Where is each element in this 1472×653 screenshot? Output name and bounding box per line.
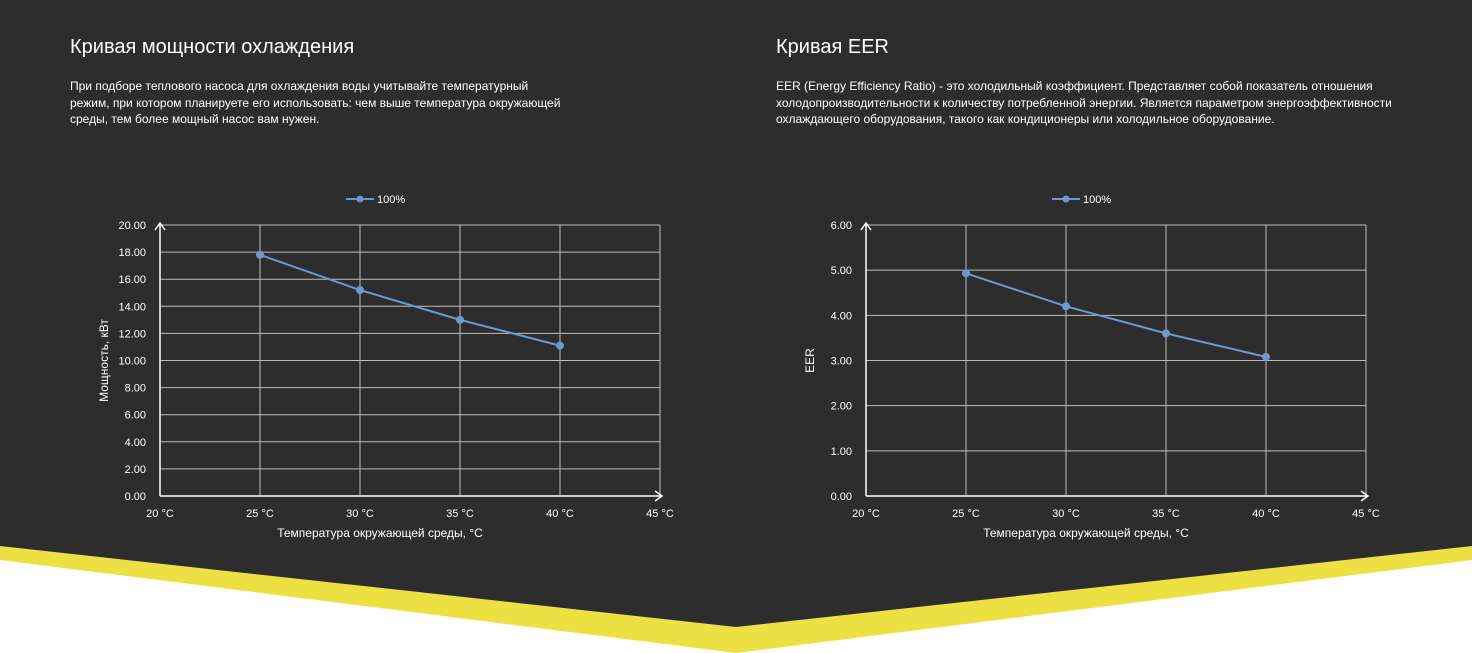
y-tick-label: 5.00 <box>831 265 852 277</box>
x-tick-label: 45 °C <box>1352 508 1380 520</box>
y-tick-label: 14.00 <box>118 301 146 313</box>
y-tick-label: 2.00 <box>125 464 146 476</box>
eer-chart: 0.00 1.00 2.00 3.00 4.00 5.00 6.00 20 °C 25 °C 30… <box>803 194 1380 540</box>
chart-legend: 100% <box>1052 194 1111 206</box>
legend-swatch-marker <box>1062 195 1070 203</box>
data-point <box>556 341 564 350</box>
data-point <box>1262 352 1270 361</box>
x-tick-label: 40 °C <box>546 508 574 520</box>
x-tick-label: 35 °C <box>446 508 474 520</box>
x-tick-label: 25 °C <box>246 508 274 520</box>
y-tick-label: 3.00 <box>831 356 852 368</box>
data-point <box>456 315 464 324</box>
data-point <box>962 269 970 278</box>
y-axis-arrow <box>860 221 872 231</box>
y-tick-label: 4.00 <box>125 437 146 449</box>
x-tick-label: 30 °C <box>346 508 374 520</box>
legend-swatch-marker <box>356 195 364 203</box>
y-tick-label: 1.00 <box>831 446 852 458</box>
y-tick-label: 18.00 <box>118 247 146 259</box>
y-tick-label: 2.00 <box>831 401 852 413</box>
cooling-power-description: При подборе теплового насоса для охлажде… <box>70 79 561 126</box>
data-point <box>1062 302 1070 311</box>
x-tick-label: 20 °C <box>146 508 174 520</box>
eer-title: Кривая EER <box>776 36 889 58</box>
y-tick-label: 20.00 <box>118 220 146 232</box>
y-tick-label: 12.00 <box>118 328 146 340</box>
y-tick-label: 10.00 <box>118 356 146 368</box>
y-axis-arrow <box>154 221 166 231</box>
y-tick-label: 16.00 <box>118 274 146 286</box>
x-tick-label: 35 °C <box>1152 508 1180 520</box>
legend-label: 100% <box>1083 194 1111 206</box>
y-tick-label: 6.00 <box>125 410 146 422</box>
cooling-power-title: Кривая мощности охлаждения <box>70 36 355 58</box>
y-tick-label: 8.00 <box>125 383 146 395</box>
eer-description: EER (Energy Efficiency Ratio) - это холо… <box>776 79 1392 126</box>
x-axis-arrow <box>1360 490 1370 502</box>
data-point <box>356 286 364 295</box>
chart-legend: 100% <box>346 194 405 206</box>
y-axis-title: EER <box>803 348 817 373</box>
y-tick-label: 0.00 <box>125 491 146 503</box>
x-tick-label: 30 °C <box>1052 508 1080 520</box>
series-line <box>965 272 1267 358</box>
dark-background-panel <box>0 0 1472 627</box>
x-axis-title: Температура окружающей среды, °C <box>983 526 1189 540</box>
y-tick-label: 4.00 <box>831 310 852 322</box>
legend-label: 100% <box>377 194 405 206</box>
y-tick-label: 0.00 <box>831 491 852 503</box>
x-axis-title: Температура окружающей среды, °C <box>277 526 483 540</box>
series-line <box>259 253 561 347</box>
y-tick-label: 6.00 <box>831 220 852 232</box>
x-tick-label: 25 °C <box>952 508 980 520</box>
cooling-power-chart: 0.00 2.00 4.00 6.00 8.00 10.00 12.00 14.00 16.00… <box>97 194 674 540</box>
x-tick-label: 20 °C <box>852 508 880 520</box>
x-tick-label: 40 °C <box>1252 508 1280 520</box>
x-axis-arrow <box>654 490 664 502</box>
data-point <box>256 250 264 259</box>
y-axis-title: Мощность, кВт <box>97 319 111 402</box>
x-tick-label: 45 °C <box>646 508 674 520</box>
data-point <box>1162 329 1170 338</box>
